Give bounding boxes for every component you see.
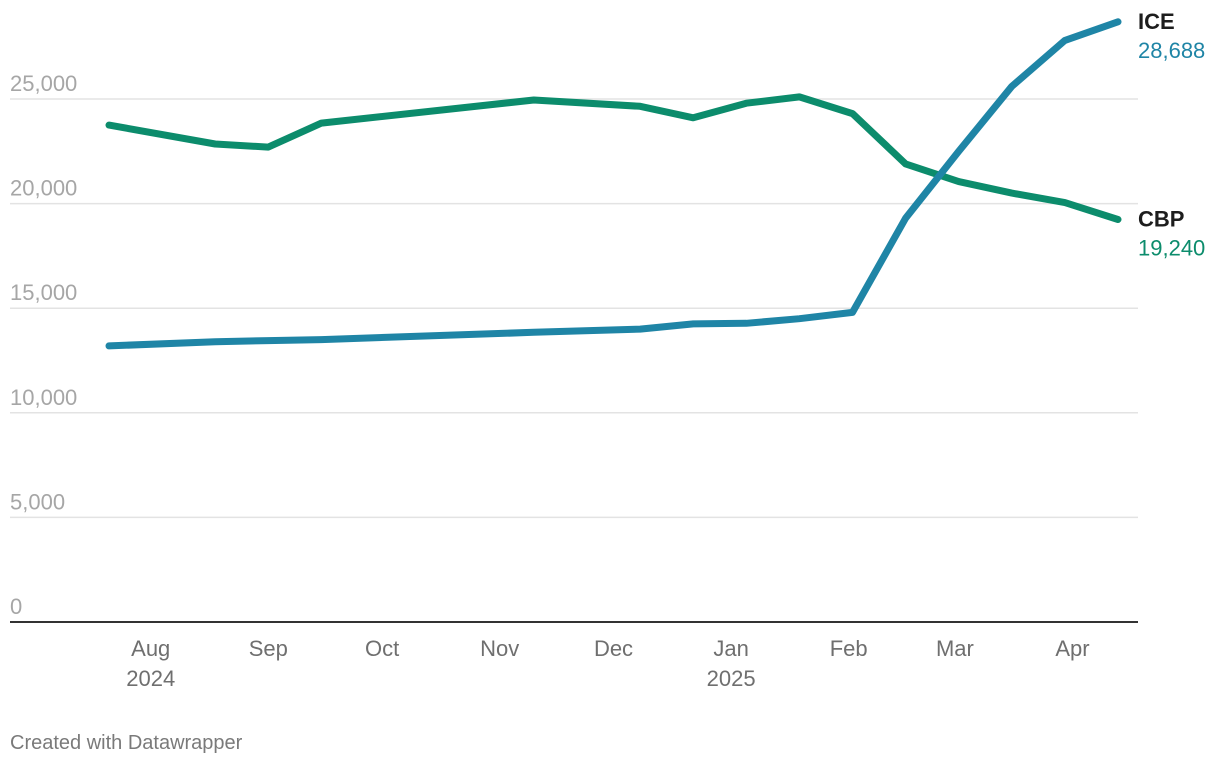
y-tick-label: 5,000	[10, 489, 65, 514]
x-tick-label: Mar	[936, 636, 974, 661]
x-tick-label: Feb	[830, 636, 868, 661]
x-tick-label: Oct	[365, 636, 399, 661]
x-tick-year-label: 2024	[126, 666, 175, 691]
x-tick-label: Nov	[480, 636, 519, 661]
series-line-cbp	[105, 93, 1122, 223]
y-axis-tick-labels: 0 5,000 10,000 15,000 20,000 25,000	[10, 71, 77, 619]
series-end-labels: ICE 28,688 CBP 19,240	[1138, 9, 1205, 261]
series-line-ice	[105, 18, 1122, 350]
x-axis-tick-labels: Aug 2024 Sep Oct Nov Dec Jan 2025 Feb Mar Apr	[126, 636, 1089, 691]
y-tick-label: 10,000	[10, 385, 77, 410]
x-tick-year-label: 2025	[707, 666, 756, 691]
x-tick-label: Sep	[249, 636, 288, 661]
x-tick-label: Dec	[594, 636, 633, 661]
y-tick-label: 15,000	[10, 280, 77, 305]
footer-credit: Created with Datawrapper	[10, 732, 243, 754]
y-tick-label: 20,000	[10, 176, 77, 201]
x-tick-label: Apr	[1055, 636, 1089, 661]
gridlines	[10, 98, 1138, 519]
x-tick-label: Aug	[131, 636, 170, 661]
series-lines	[105, 18, 1122, 350]
series-value-label-cbp: 19,240	[1138, 235, 1205, 260]
series-value-label-ice: 28,688	[1138, 38, 1205, 63]
y-tick-label: 0	[10, 594, 22, 619]
y-tick-label: 25,000	[10, 71, 77, 96]
series-label-cbp: CBP	[1138, 206, 1184, 231]
x-tick-label: Jan	[713, 636, 748, 661]
series-label-ice: ICE	[1138, 9, 1175, 34]
